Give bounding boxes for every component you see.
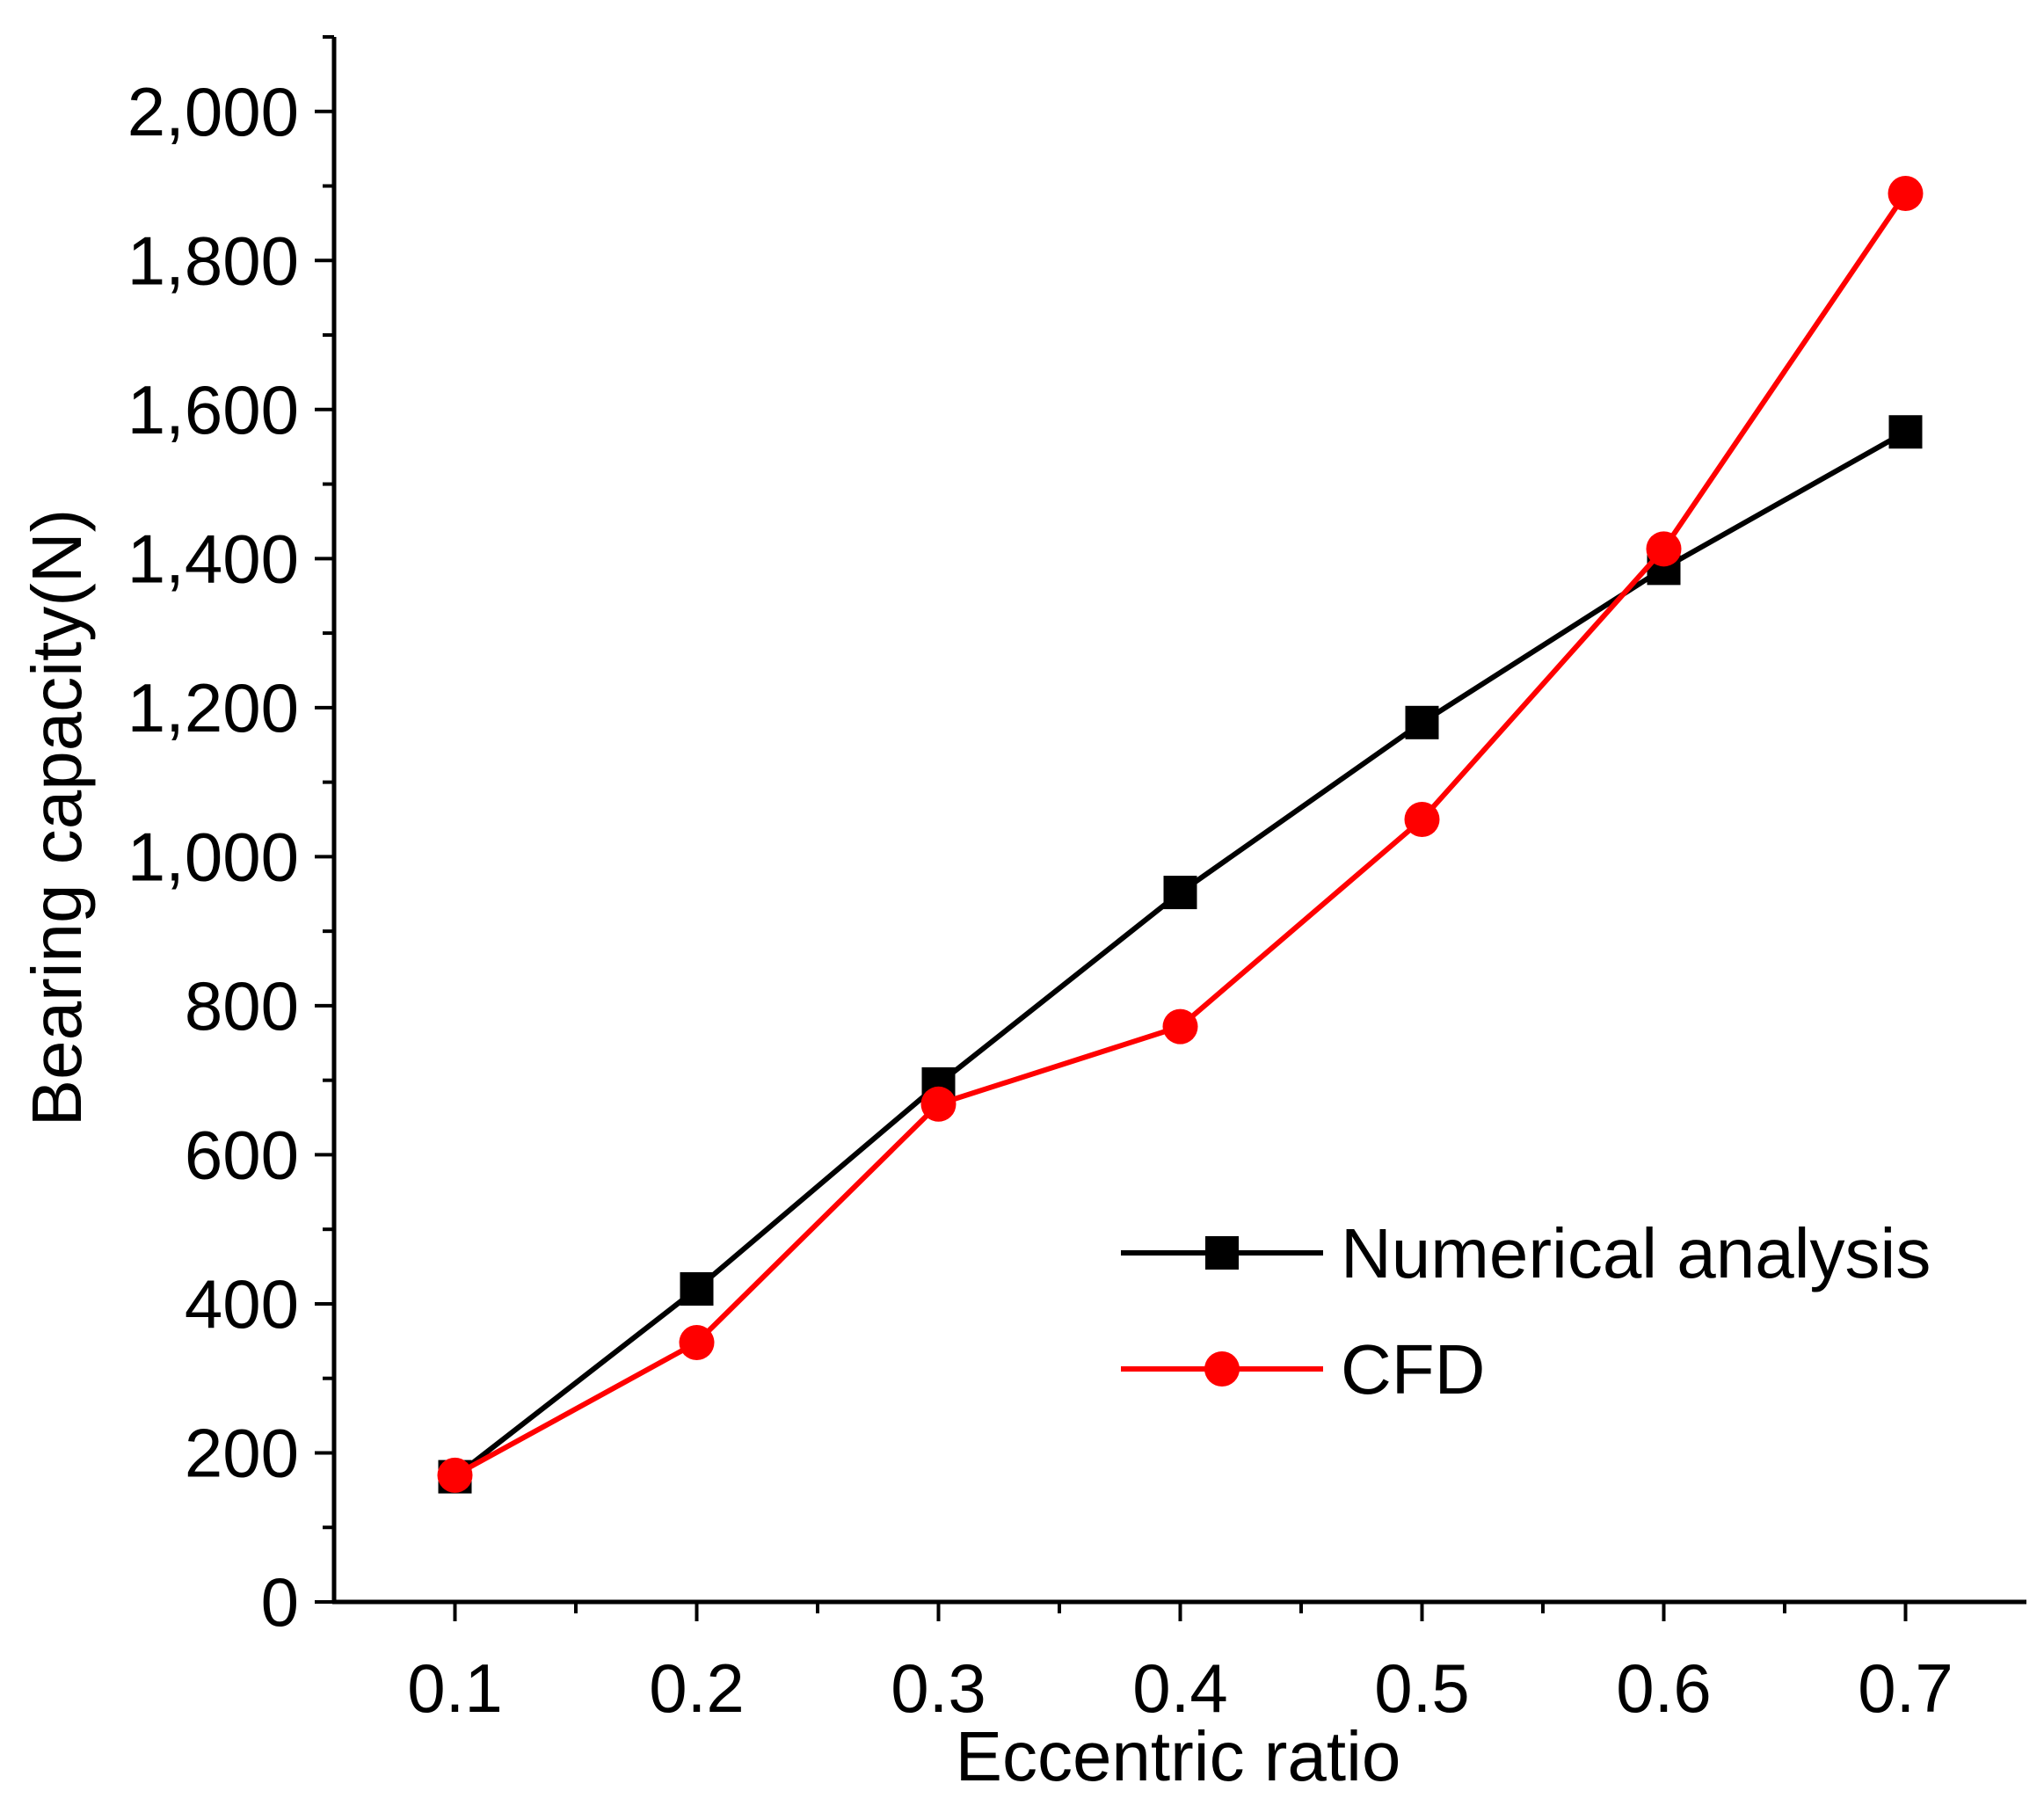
data-point xyxy=(679,1325,715,1361)
x-tick-label: 0.1 xyxy=(407,1649,502,1727)
data-point xyxy=(1405,705,1439,739)
series-cfd xyxy=(437,176,1924,1493)
y-tick-label: 800 xyxy=(185,967,299,1045)
data-point xyxy=(1163,876,1197,910)
x-axis-title: Eccentric ratio xyxy=(956,1717,1401,1795)
legend-label: CFD xyxy=(1341,1330,1485,1409)
axes: 0 200 400 600 800 1,000 1,200 1,400 1,600 1,800 2,… xyxy=(127,35,2026,1727)
data-point xyxy=(1162,1008,1198,1045)
data-point xyxy=(1646,531,1682,567)
y-tick-label: 600 xyxy=(185,1116,299,1193)
y-tick-label: 1,600 xyxy=(127,371,299,448)
x-tick-label: 0.4 xyxy=(1132,1649,1227,1727)
x-tick-label: 0.3 xyxy=(891,1649,986,1727)
x-tick-label: 0.5 xyxy=(1374,1649,1469,1727)
data-point xyxy=(920,1086,957,1122)
legend: Numerical analysis CFD xyxy=(1121,1214,1931,1409)
y-tick-label: 0 xyxy=(261,1563,299,1641)
x-tick-label: 0.7 xyxy=(1858,1649,1953,1727)
legend-item: CFD xyxy=(1121,1330,1485,1409)
data-point xyxy=(437,1457,473,1493)
y-tick-label: 1,200 xyxy=(127,669,299,746)
y-axis-title: Bearing capacity(N) xyxy=(18,509,96,1127)
x-tick-label: 0.6 xyxy=(1616,1649,1711,1727)
data-point xyxy=(1888,176,1924,211)
x-tick-label: 0.2 xyxy=(649,1649,744,1727)
data-point xyxy=(1888,415,1923,449)
data-point xyxy=(1404,802,1440,837)
y-tick-label: 1,400 xyxy=(127,520,299,597)
data-point xyxy=(680,1272,714,1306)
y-tick-label: 1,000 xyxy=(127,818,299,895)
y-tick-label: 2,000 xyxy=(127,73,299,150)
legend-circle-marker xyxy=(1204,1351,1240,1387)
legend-square-marker xyxy=(1205,1236,1239,1270)
series-layer xyxy=(437,176,1924,1494)
legend-item: Numerical analysis xyxy=(1121,1214,1931,1292)
y-tick-label: 200 xyxy=(185,1414,299,1491)
y-tick-label: 1,800 xyxy=(127,222,299,299)
legend-label: Numerical analysis xyxy=(1341,1214,1931,1292)
series-line xyxy=(453,429,1907,1479)
y-tick-label: 400 xyxy=(185,1265,299,1343)
series-numerical-analysis xyxy=(438,415,1923,1494)
